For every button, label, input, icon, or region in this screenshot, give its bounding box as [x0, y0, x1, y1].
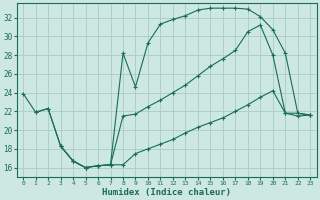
- X-axis label: Humidex (Indice chaleur): Humidex (Indice chaleur): [102, 188, 231, 197]
